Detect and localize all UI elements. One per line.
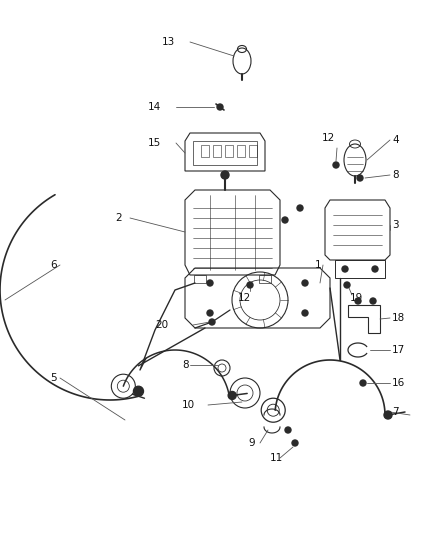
Circle shape bbox=[344, 282, 350, 288]
Bar bbox=[249, 145, 257, 157]
Text: 7: 7 bbox=[392, 407, 399, 417]
Text: 2: 2 bbox=[115, 213, 122, 223]
Circle shape bbox=[302, 280, 308, 286]
Circle shape bbox=[221, 171, 229, 179]
Text: 15: 15 bbox=[148, 138, 161, 148]
Text: 8: 8 bbox=[182, 360, 189, 370]
Text: 11: 11 bbox=[270, 453, 283, 463]
Circle shape bbox=[360, 380, 366, 386]
Circle shape bbox=[384, 411, 392, 419]
Circle shape bbox=[247, 282, 253, 288]
Text: 17: 17 bbox=[392, 345, 405, 355]
Circle shape bbox=[297, 205, 303, 211]
Circle shape bbox=[228, 391, 236, 399]
Circle shape bbox=[372, 266, 378, 272]
Bar bbox=[225, 145, 233, 157]
Circle shape bbox=[302, 310, 308, 316]
Text: 18: 18 bbox=[392, 313, 405, 323]
Circle shape bbox=[357, 175, 363, 181]
Bar bbox=[194, 275, 206, 283]
Text: 14: 14 bbox=[148, 102, 161, 112]
Circle shape bbox=[207, 280, 213, 286]
Bar bbox=[213, 145, 221, 157]
Circle shape bbox=[207, 310, 213, 316]
Bar bbox=[259, 275, 271, 283]
Text: 1: 1 bbox=[315, 260, 321, 270]
Circle shape bbox=[333, 162, 339, 168]
Circle shape bbox=[342, 266, 348, 272]
Bar bbox=[201, 145, 209, 157]
Circle shape bbox=[282, 217, 288, 223]
Text: 20: 20 bbox=[155, 320, 168, 330]
Circle shape bbox=[134, 386, 144, 396]
Text: 12: 12 bbox=[238, 293, 251, 303]
Text: 10: 10 bbox=[182, 400, 195, 410]
Text: 4: 4 bbox=[392, 135, 399, 145]
Text: 19: 19 bbox=[350, 293, 363, 303]
Circle shape bbox=[370, 298, 376, 304]
Circle shape bbox=[285, 427, 291, 433]
Bar bbox=[193, 141, 257, 165]
Circle shape bbox=[217, 104, 223, 110]
Text: 13: 13 bbox=[162, 37, 175, 47]
Text: 8: 8 bbox=[392, 170, 399, 180]
Circle shape bbox=[292, 440, 298, 446]
Text: 3: 3 bbox=[392, 220, 399, 230]
Text: 9: 9 bbox=[248, 438, 254, 448]
Circle shape bbox=[355, 298, 361, 304]
Text: 5: 5 bbox=[50, 373, 57, 383]
Text: 12: 12 bbox=[322, 133, 335, 143]
Text: 16: 16 bbox=[392, 378, 405, 388]
Bar bbox=[237, 145, 245, 157]
Text: 6: 6 bbox=[50, 260, 57, 270]
Circle shape bbox=[209, 319, 215, 325]
